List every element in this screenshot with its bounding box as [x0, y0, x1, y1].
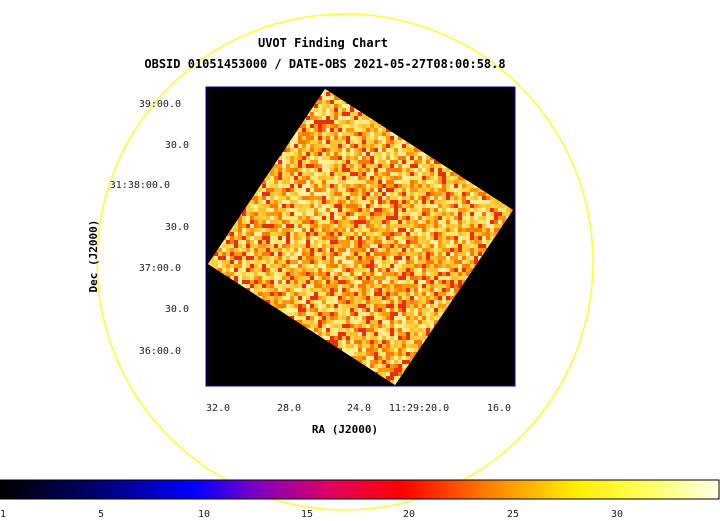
field-of-view-circle [96, 13, 594, 511]
chart-subtitle: OBSID 01051453000 / DATE-OBS 2021-05-27T… [144, 57, 505, 71]
colorbar-tick-label: 30 [611, 509, 623, 520]
dec-tick-label: 36:00.0 [139, 346, 181, 357]
dec-tick-label: 37:00.0 [139, 263, 181, 274]
colorbar-tick-label: 20 [403, 509, 415, 520]
dec-tick-label: 31:38:00.0 [110, 180, 170, 191]
colorbar-tick-label: 15 [301, 509, 313, 520]
dec-tick-label: 30.0 [165, 304, 189, 315]
x-axis-label: RA (J2000) [312, 423, 378, 436]
ra-ticks: 32.0 28.0 24.0 11:29:20.0 16.0 [206, 403, 511, 414]
dec-tick-label: 39:00.0 [139, 99, 181, 110]
ra-tick-label: 32.0 [206, 403, 230, 414]
colorbar-tick-label: 5 [98, 509, 104, 520]
y-axis-label: Dec (J2000) [87, 220, 100, 293]
dec-tick-label: 30.0 [165, 222, 189, 233]
chart-title: UVOT Finding Chart [258, 36, 388, 50]
colorbar-tick-label: 1 [0, 509, 6, 520]
colorbar-ticks: 1 5 10 15 20 25 30 [0, 509, 623, 520]
colorbar-tick-label: 25 [507, 509, 519, 520]
ra-tick-label: 28.0 [277, 403, 301, 414]
ra-tick-label: 16.0 [487, 403, 511, 414]
dec-tick-label: 30.0 [165, 140, 189, 151]
colorbar [0, 479, 720, 500]
colorbar-tick-label: 10 [198, 509, 210, 520]
ra-tick-label: 24.0 [347, 403, 371, 414]
dec-ticks: 39:00.0 30.0 31:38:00.0 30.0 37:00.0 30.… [110, 99, 189, 357]
ra-tick-label: 11:29:20.0 [389, 403, 449, 414]
